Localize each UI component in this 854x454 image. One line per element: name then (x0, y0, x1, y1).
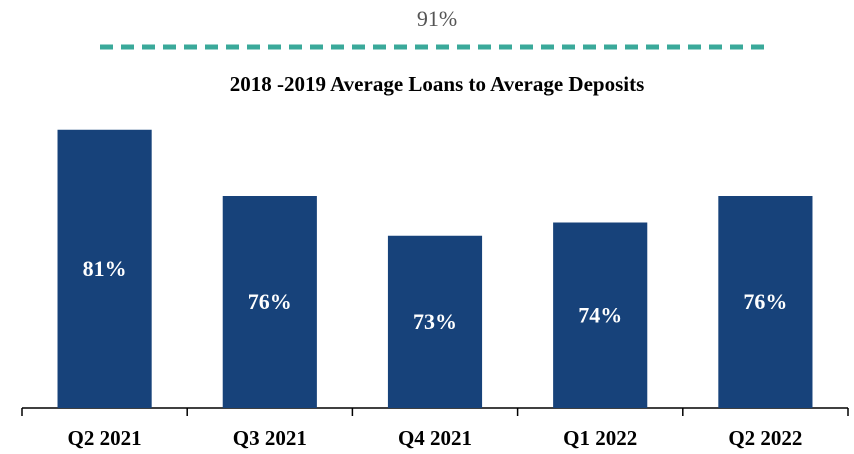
bar (718, 196, 813, 408)
value-label: 76% (248, 289, 292, 314)
annotation: 91% (417, 6, 457, 31)
x-tick-label: Q2 2021 (68, 426, 142, 450)
x-tick-label: Q3 2021 (233, 426, 307, 450)
bar (222, 196, 317, 408)
value-label: 73% (413, 309, 457, 334)
bar (57, 129, 152, 408)
bar (387, 235, 483, 408)
x-tick-label: Q1 2022 (563, 426, 637, 450)
value-label: 81% (83, 256, 127, 281)
x-tick-label: Q2 2022 (728, 426, 802, 450)
x-tick-label: Q4 2021 (398, 426, 472, 450)
value-label: 74% (578, 302, 622, 327)
value-label: 76% (743, 289, 787, 314)
chart-title: 2018 -2019 Average Loans to Average Depo… (230, 72, 645, 96)
bar (553, 222, 648, 408)
